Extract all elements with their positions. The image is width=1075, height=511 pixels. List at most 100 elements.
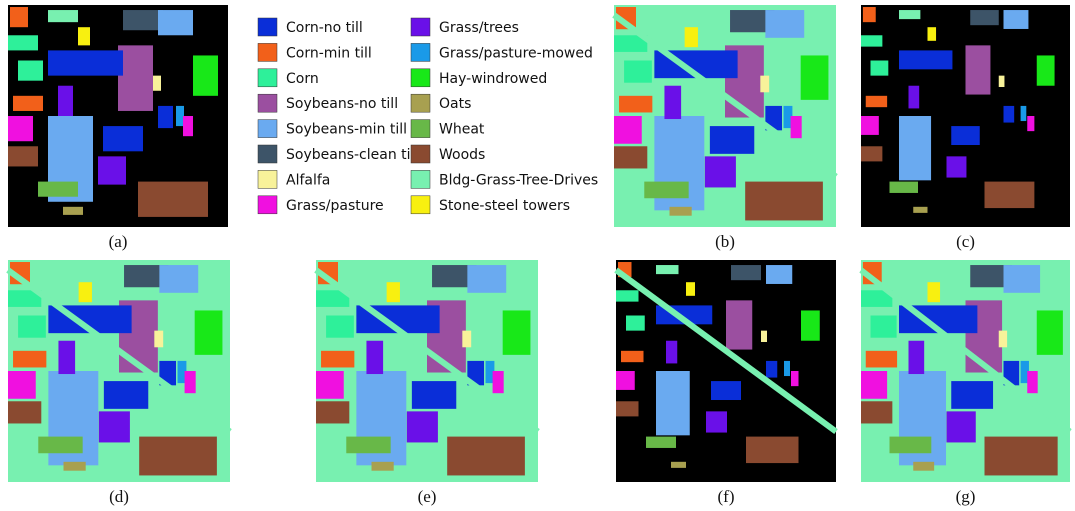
- map-region: [176, 105, 184, 127]
- map-region: [406, 411, 438, 443]
- map-region: [614, 146, 648, 169]
- map-region: [616, 371, 635, 390]
- map-region: [624, 60, 652, 83]
- map-region: [1020, 360, 1029, 384]
- map-region: [18, 60, 43, 81]
- map-region: [616, 290, 639, 302]
- map-region: [783, 105, 793, 129]
- map-region: [366, 340, 384, 375]
- legend-label: Soybeans-no till: [286, 96, 398, 112]
- map-region: [669, 206, 692, 216]
- map-region: [18, 315, 46, 338]
- map-region: [654, 10, 688, 24]
- map-road: [612, 12, 838, 179]
- map-region: [970, 10, 999, 26]
- map-region: [984, 436, 1058, 476]
- map-region: [765, 10, 805, 38]
- map-region: [8, 401, 42, 424]
- map-region: [889, 181, 918, 193]
- map-region: [177, 360, 187, 384]
- legend-label: Corn-min till: [286, 45, 372, 61]
- map-region: [800, 55, 829, 100]
- legend-label: Soybeans-min till: [286, 122, 407, 138]
- map-region: [614, 35, 648, 52]
- classification-map: [612, 5, 838, 227]
- legend-swatch: [257, 68, 278, 88]
- map-region: [13, 350, 47, 368]
- map-region: [861, 35, 883, 47]
- map-region: [899, 50, 953, 70]
- map-region: [1036, 55, 1055, 86]
- map-region: [183, 116, 193, 137]
- legend-swatch: [410, 43, 431, 62]
- map-region: [8, 371, 36, 399]
- panel-caption: (g): [956, 487, 976, 506]
- map-region: [706, 411, 727, 433]
- classification-map: [314, 260, 540, 482]
- map-region: [321, 350, 355, 368]
- map-region: [1027, 116, 1035, 132]
- legend-swatch: [410, 195, 431, 215]
- map-region: [726, 300, 753, 350]
- map-region: [791, 371, 799, 387]
- map-region: [98, 411, 130, 443]
- map-region: [139, 436, 217, 476]
- classification-map: [861, 5, 1070, 227]
- map-region: [10, 7, 28, 28]
- map-region: [78, 27, 90, 46]
- legend-swatch: [410, 68, 431, 88]
- map-region: [8, 146, 38, 167]
- map-road: [314, 267, 540, 434]
- map-region: [78, 282, 92, 303]
- map-region: [951, 381, 994, 409]
- legend-swatch: [257, 195, 278, 215]
- legend-label: Grass/trees: [439, 20, 519, 36]
- map-region: [154, 330, 164, 348]
- map-region: [765, 105, 783, 131]
- map-region: [913, 461, 935, 471]
- map-region: [123, 10, 163, 31]
- legend-swatch: [410, 170, 431, 189]
- map-region: [862, 7, 876, 23]
- map-region: [998, 330, 1008, 348]
- map-region: [138, 181, 208, 217]
- map-region: [899, 10, 921, 20]
- legend-label: Woods: [439, 147, 485, 163]
- map-region: [8, 290, 42, 307]
- map-region: [153, 75, 161, 91]
- map-region: [158, 10, 193, 36]
- map-region: [8, 35, 38, 51]
- legend-swatch: [410, 93, 431, 113]
- map-region: [432, 265, 477, 288]
- map-region: [684, 27, 698, 48]
- map-region: [346, 436, 391, 454]
- map-region: [865, 350, 898, 368]
- map-region: [870, 60, 889, 76]
- map-region: [746, 436, 799, 464]
- map-region: [970, 265, 1013, 288]
- map-region: [614, 116, 642, 144]
- map-region: [158, 105, 173, 129]
- map-region: [656, 371, 690, 436]
- map-region: [626, 315, 645, 331]
- map-region: [664, 85, 682, 120]
- classification-map: [6, 260, 232, 482]
- map-region: [870, 315, 897, 338]
- map-region: [861, 146, 883, 162]
- panel-caption: (f): [718, 487, 735, 506]
- map-region: [48, 10, 78, 23]
- panel-caption: (d): [109, 487, 129, 506]
- legend-swatch: [257, 17, 278, 37]
- map-region: [644, 181, 689, 199]
- map-region: [316, 290, 350, 307]
- map-road: [614, 267, 838, 434]
- legend-swatch: [257, 43, 278, 62]
- classification-map: [8, 5, 228, 227]
- legend-label: Soybeans-clean till: [286, 147, 418, 163]
- map-region: [899, 265, 931, 279]
- map-region: [998, 75, 1005, 87]
- legend-swatch: [410, 119, 431, 138]
- panel-caption: (b): [715, 232, 735, 251]
- map-region: [1003, 360, 1020, 386]
- map-region: [38, 436, 83, 454]
